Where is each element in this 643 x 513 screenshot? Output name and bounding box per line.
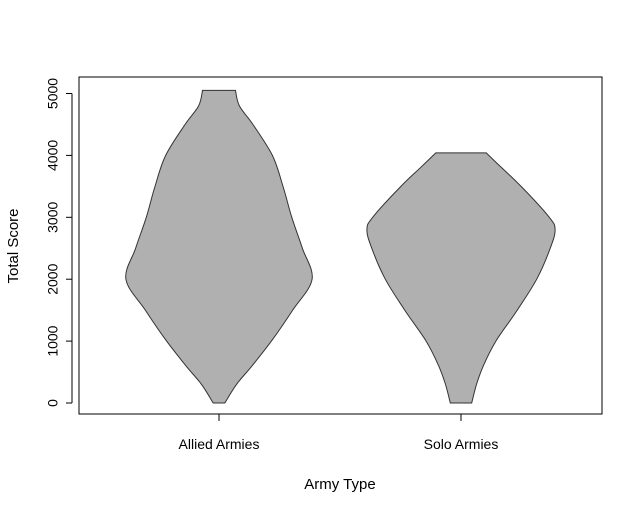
- y-tick-label: 2000: [45, 263, 61, 294]
- violin-allied-armies: [125, 89, 313, 404]
- violin-solo-armies: [366, 152, 556, 404]
- y-axis: 0 1000 2000 3000 4000 5000: [45, 78, 73, 407]
- x-tick-label: Allied Armies: [179, 436, 260, 452]
- x-axis: Allied Armies Solo Armies: [179, 413, 499, 452]
- y-tick-label: 0: [45, 399, 61, 407]
- y-tick-label: 1000: [45, 325, 61, 356]
- y-axis-title: Total Score: [5, 208, 22, 283]
- x-axis-title: Army Type: [304, 476, 375, 493]
- x-tick-label: Solo Armies: [424, 436, 499, 452]
- y-tick-label: 4000: [45, 140, 61, 171]
- violin-layer: [125, 89, 556, 404]
- y-tick-label: 5000: [45, 78, 61, 109]
- y-tick-label: 3000: [45, 202, 61, 233]
